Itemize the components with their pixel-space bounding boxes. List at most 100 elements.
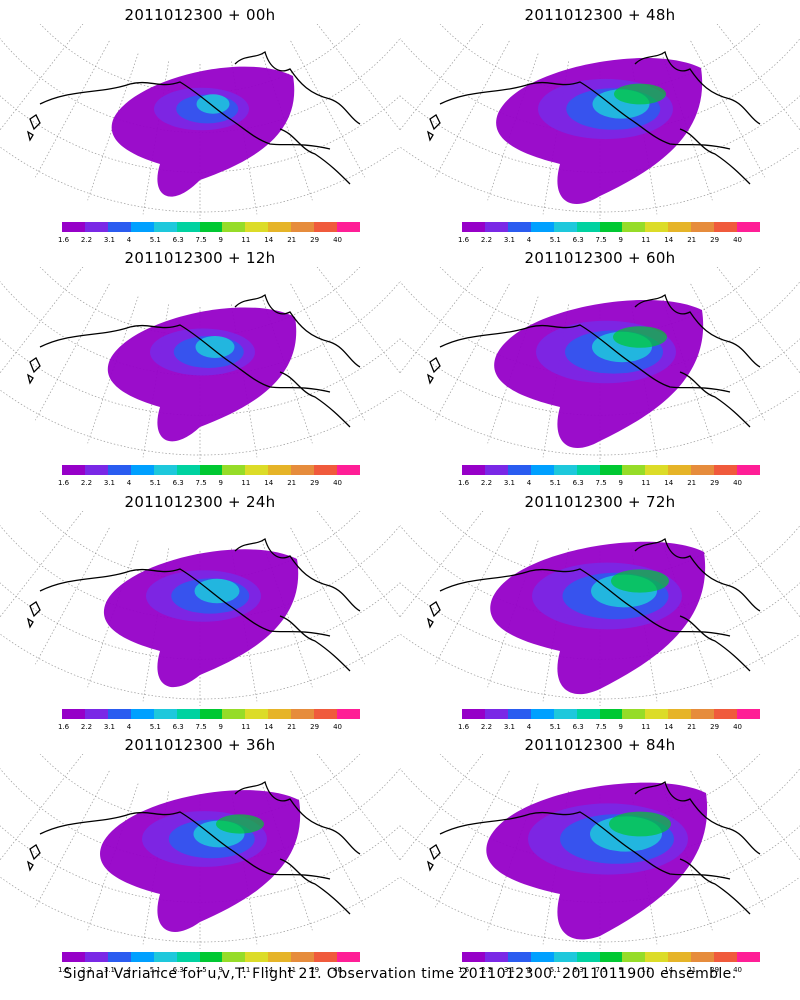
colorbar-swatch (737, 952, 760, 962)
colorbar-label: 9 (618, 236, 623, 244)
colorbar-labels: 1.6 2.2 3.1 4 5.1 6.3 7.5 9 11 14 21 29 40 (458, 723, 778, 733)
colorbar-swatch (84, 465, 108, 475)
colorbar-label: 1.6 (58, 236, 70, 244)
coastlines (426, 293, 761, 428)
colorbar-swatch (691, 952, 715, 962)
colorbar-swatch (130, 222, 154, 232)
variance-map (0, 754, 400, 949)
colorbar-label: 7.5 (195, 479, 207, 487)
colorbar-label: 1.6 (458, 479, 470, 487)
colorbar-label: 6.3 (572, 236, 584, 244)
colorbar-label: 5.1 (149, 723, 161, 731)
colorbar-swatch (291, 222, 315, 232)
colorbar-label: 2.2 (80, 236, 93, 244)
colorbar-swatch (199, 952, 223, 962)
colorbar-label: 40 (333, 966, 342, 974)
colorbar-label: 29 (710, 966, 720, 974)
colorbar-swatch (668, 709, 692, 719)
colorbar-label: 14 (664, 966, 674, 974)
colorbar-label: 4 (526, 236, 532, 244)
colorbar-label: 14 (264, 236, 274, 244)
colorbar-label: 7.5 (195, 236, 207, 244)
panel-title: 2011012300 + 72h (524, 493, 676, 511)
variance-field (494, 299, 704, 448)
colorbar-swatch (507, 222, 531, 232)
colorbar-swatch (130, 709, 154, 719)
colorbar-label: 9 (218, 966, 223, 974)
colorbar-label: 6.3 (172, 966, 184, 974)
colorbar-swatch (268, 465, 292, 475)
colorbar-label: 3.1 (103, 236, 115, 244)
colorbar-swatch (107, 952, 131, 962)
colorbar-swatch (245, 222, 269, 232)
colorbar-label: 11 (241, 723, 251, 731)
colorbar-label: 7.5 (595, 236, 607, 244)
colorbar-swatch (107, 709, 131, 719)
colorbar-swatch (107, 222, 131, 232)
forecast-panel: 2011012300 + 12h 1.6 2.2 3.1 4 5.1 6.3 7.5 9 11 14… (0, 243, 400, 488)
colorbar-label: 2.2 (80, 479, 93, 487)
colorbar-swatch (462, 709, 485, 719)
variance-map (400, 511, 800, 706)
colorbar-label: 6.3 (572, 479, 584, 487)
colorbar-swatch (599, 952, 623, 962)
colorbar-swatch (337, 952, 360, 962)
colorbar-label: 29 (310, 966, 320, 974)
colorbar (62, 952, 360, 962)
colorbar-labels: 1.6 2.2 3.1 4 5.1 6.3 7.5 9 11 14 21 29 40 (458, 236, 778, 246)
colorbar-swatch (599, 222, 623, 232)
colorbar-swatch (599, 709, 623, 719)
variance-map (0, 267, 400, 462)
colorbar-swatch (645, 952, 669, 962)
colorbar-label: 11 (641, 479, 651, 487)
colorbar-swatch (668, 465, 692, 475)
forecast-panel: 2011012300 + 72h 1.6 2.2 3.1 4 5.1 6.3 7.5 9 11 14… (400, 487, 800, 732)
variance-field (107, 307, 297, 442)
colorbar-swatch (314, 709, 338, 719)
colorbar-label: 1.6 (58, 966, 70, 974)
colorbar-swatch (668, 222, 692, 232)
colorbar-label: 7.5 (595, 966, 607, 974)
colorbar-label: 5.1 (549, 236, 561, 244)
coastlines (26, 50, 361, 185)
colorbar-label: 2.2 (480, 479, 493, 487)
colorbar-label: 11 (641, 723, 651, 731)
colorbar-swatch (199, 709, 223, 719)
colorbar-swatch (222, 465, 246, 475)
colorbar-swatch (62, 222, 85, 232)
coastlines (426, 50, 761, 185)
colorbar-label: 6.3 (572, 966, 584, 974)
colorbar-swatch (176, 709, 200, 719)
colorbar-swatch (622, 952, 646, 962)
colorbar-label: 9 (218, 479, 223, 487)
colorbar-swatch (62, 952, 85, 962)
colorbar-swatch (714, 952, 738, 962)
colorbar-swatch (337, 465, 360, 475)
colorbar-label: 40 (733, 479, 742, 487)
colorbar-label: 2.2 (80, 723, 93, 731)
colorbar-label: 9 (218, 723, 223, 731)
colorbar-label: 29 (310, 479, 320, 487)
colorbar-label: 2.2 (480, 236, 493, 244)
colorbar-label: 3.1 (503, 723, 515, 731)
colorbar-swatch (530, 222, 554, 232)
colorbar-swatch (199, 222, 223, 232)
colorbar-swatch (484, 709, 508, 719)
colorbar-swatch (153, 465, 177, 475)
forecast-panel: 2011012300 + 24h 1.6 2.2 3.1 4 5.1 6.3 7.5 9 11 14… (0, 487, 400, 732)
colorbar-label: 7.5 (595, 723, 607, 731)
colorbar-swatch (84, 709, 108, 719)
colorbar-swatch (737, 222, 760, 232)
colorbar (62, 465, 360, 475)
colorbar (62, 709, 360, 719)
colorbar-label: 21 (287, 479, 297, 487)
colorbar-label: 11 (241, 479, 251, 487)
coastlines (26, 780, 361, 915)
colorbar-swatch (737, 709, 760, 719)
colorbar-label: 7.5 (195, 966, 207, 974)
colorbar-label: 14 (264, 723, 274, 731)
colorbar-swatch (645, 465, 669, 475)
colorbar-swatch (176, 222, 200, 232)
colorbar-label: 14 (264, 479, 274, 487)
colorbar-swatch (576, 709, 600, 719)
